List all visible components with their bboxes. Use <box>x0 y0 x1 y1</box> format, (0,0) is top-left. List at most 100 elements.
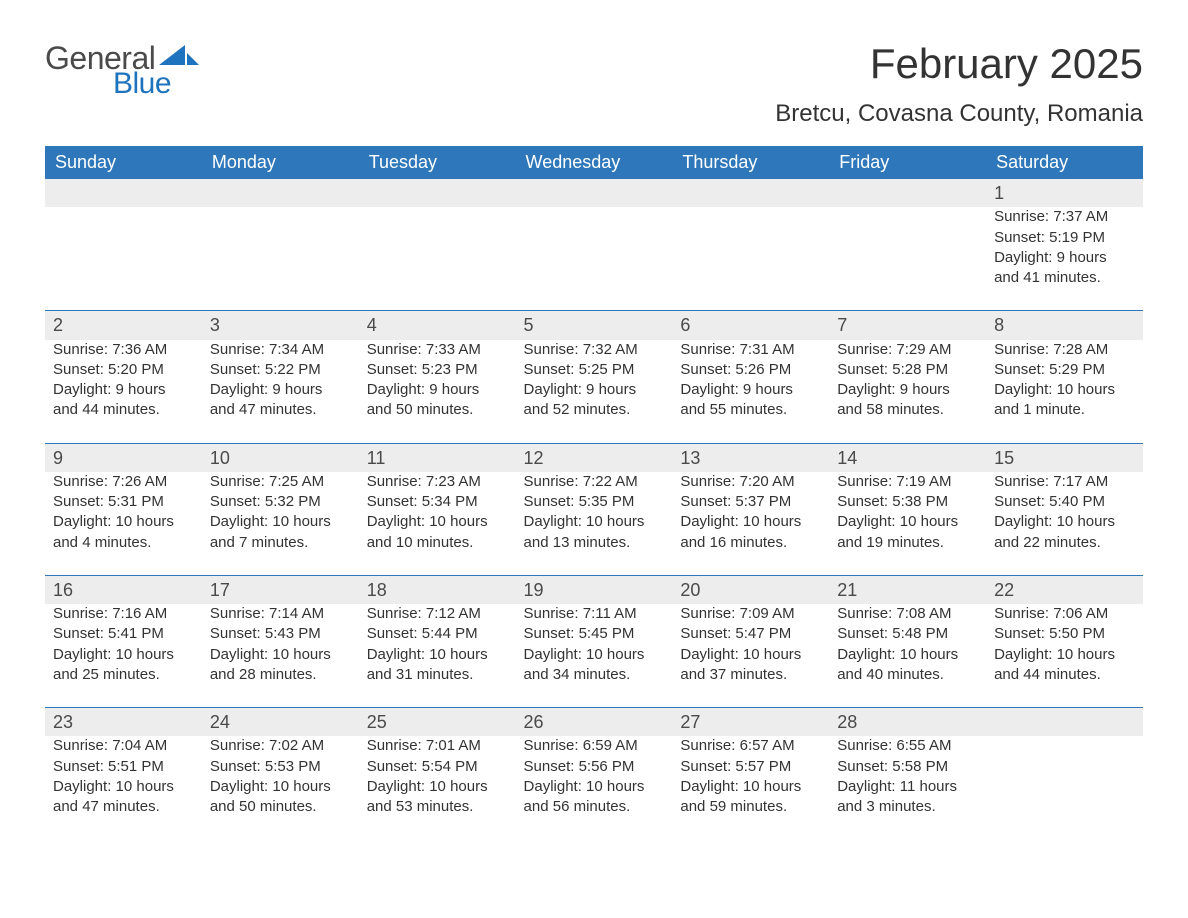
sunrise-text: Sunrise: 7:36 AM <box>53 340 194 360</box>
day-cell <box>672 207 829 311</box>
sunrise-text: Sunrise: 7:22 AM <box>524 472 665 492</box>
daylight2-text: and 1 minute. <box>994 400 1135 420</box>
sunrise-text: Sunrise: 6:59 AM <box>524 736 665 756</box>
sunrise-text: Sunrise: 7:25 AM <box>210 472 351 492</box>
daylight2-text: and 44 minutes. <box>994 665 1135 685</box>
daylight1-text: Daylight: 10 hours <box>994 380 1135 400</box>
day-cell: Sunrise: 7:06 AMSunset: 5:50 PMDaylight:… <box>986 604 1143 708</box>
daylight1-text: Daylight: 10 hours <box>837 645 978 665</box>
calendar-header-row: SundayMondayTuesdayWednesdayThursdayFrid… <box>45 146 1143 179</box>
daylight2-text: and 44 minutes. <box>53 400 194 420</box>
sunrise-text: Sunrise: 7:16 AM <box>53 604 194 624</box>
day-number-cell <box>202 179 359 207</box>
daylight1-text: Daylight: 10 hours <box>53 777 194 797</box>
day-cell: Sunrise: 7:20 AMSunset: 5:37 PMDaylight:… <box>672 472 829 576</box>
day-cell: Sunrise: 7:01 AMSunset: 5:54 PMDaylight:… <box>359 736 516 839</box>
day-number-cell: 2 <box>45 311 202 340</box>
day-number-cell <box>829 179 986 207</box>
day-number-cell: 8 <box>986 311 1143 340</box>
daylight1-text: Daylight: 10 hours <box>837 512 978 532</box>
day-number-cell: 16 <box>45 575 202 604</box>
daylight1-text: Daylight: 10 hours <box>680 512 821 532</box>
day-cell <box>516 207 673 311</box>
daylight2-text: and 10 minutes. <box>367 533 508 553</box>
day-cell: Sunrise: 7:09 AMSunset: 5:47 PMDaylight:… <box>672 604 829 708</box>
day-cell <box>986 736 1143 839</box>
daylight2-text: and 53 minutes. <box>367 797 508 817</box>
day-cell: Sunrise: 7:17 AMSunset: 5:40 PMDaylight:… <box>986 472 1143 576</box>
daylight2-text: and 47 minutes. <box>53 797 194 817</box>
weekday-header: Saturday <box>986 146 1143 179</box>
daylight2-text: and 55 minutes. <box>680 400 821 420</box>
day-cell: Sunrise: 7:31 AMSunset: 5:26 PMDaylight:… <box>672 340 829 444</box>
sunset-text: Sunset: 5:44 PM <box>367 624 508 644</box>
day-cell: Sunrise: 7:36 AMSunset: 5:20 PMDaylight:… <box>45 340 202 444</box>
sunset-text: Sunset: 5:28 PM <box>837 360 978 380</box>
page-header: General Blue February 2025 Bretcu, Covas… <box>45 40 1143 128</box>
sunset-text: Sunset: 5:48 PM <box>837 624 978 644</box>
sunrise-text: Sunrise: 7:02 AM <box>210 736 351 756</box>
sunset-text: Sunset: 5:43 PM <box>210 624 351 644</box>
daylight2-text: and 7 minutes. <box>210 533 351 553</box>
day-number-cell: 4 <box>359 311 516 340</box>
daylight1-text: Daylight: 9 hours <box>53 380 194 400</box>
daylight1-text: Daylight: 11 hours <box>837 777 978 797</box>
day-cell: Sunrise: 6:57 AMSunset: 5:57 PMDaylight:… <box>672 736 829 839</box>
month-title: February 2025 <box>775 40 1143 88</box>
sunset-text: Sunset: 5:50 PM <box>994 624 1135 644</box>
day-cell: Sunrise: 6:55 AMSunset: 5:58 PMDaylight:… <box>829 736 986 839</box>
sunset-text: Sunset: 5:20 PM <box>53 360 194 380</box>
sunrise-text: Sunrise: 7:04 AM <box>53 736 194 756</box>
daylight2-text: and 16 minutes. <box>680 533 821 553</box>
sunset-text: Sunset: 5:32 PM <box>210 492 351 512</box>
daylight1-text: Daylight: 10 hours <box>367 512 508 532</box>
daylight2-text: and 59 minutes. <box>680 797 821 817</box>
sunset-text: Sunset: 5:53 PM <box>210 757 351 777</box>
day-cell: Sunrise: 7:11 AMSunset: 5:45 PMDaylight:… <box>516 604 673 708</box>
daylight2-text: and 47 minutes. <box>210 400 351 420</box>
daylight1-text: Daylight: 10 hours <box>680 645 821 665</box>
sunrise-text: Sunrise: 7:08 AM <box>837 604 978 624</box>
daylight2-text: and 40 minutes. <box>837 665 978 685</box>
weekday-header: Tuesday <box>359 146 516 179</box>
daylight2-text: and 58 minutes. <box>837 400 978 420</box>
sunset-text: Sunset: 5:25 PM <box>524 360 665 380</box>
day-cell: Sunrise: 7:02 AMSunset: 5:53 PMDaylight:… <box>202 736 359 839</box>
calendar-body: 1Sunrise: 7:37 AMSunset: 5:19 PMDaylight… <box>45 179 1143 839</box>
daylight2-text: and 52 minutes. <box>524 400 665 420</box>
weekday-header: Sunday <box>45 146 202 179</box>
day-cell: Sunrise: 7:08 AMSunset: 5:48 PMDaylight:… <box>829 604 986 708</box>
daylight1-text: Daylight: 10 hours <box>994 645 1135 665</box>
title-block: February 2025 Bretcu, Covasna County, Ro… <box>775 40 1143 128</box>
daylight2-text: and 50 minutes. <box>210 797 351 817</box>
day-number-cell: 13 <box>672 443 829 472</box>
daylight1-text: Daylight: 10 hours <box>210 512 351 532</box>
day-number-row: 9101112131415 <box>45 443 1143 472</box>
daylight1-text: Daylight: 10 hours <box>524 512 665 532</box>
sunrise-text: Sunrise: 7:34 AM <box>210 340 351 360</box>
day-cell: Sunrise: 7:16 AMSunset: 5:41 PMDaylight:… <box>45 604 202 708</box>
daylight1-text: Daylight: 9 hours <box>210 380 351 400</box>
day-number-row: 16171819202122 <box>45 575 1143 604</box>
daylight2-text: and 41 minutes. <box>994 268 1135 288</box>
day-number-cell: 9 <box>45 443 202 472</box>
day-cell: Sunrise: 7:37 AMSunset: 5:19 PMDaylight:… <box>986 207 1143 311</box>
daylight1-text: Daylight: 9 hours <box>837 380 978 400</box>
sunset-text: Sunset: 5:29 PM <box>994 360 1135 380</box>
daylight2-text: and 13 minutes. <box>524 533 665 553</box>
sunset-text: Sunset: 5:31 PM <box>53 492 194 512</box>
weekday-header: Monday <box>202 146 359 179</box>
day-cell: Sunrise: 7:19 AMSunset: 5:38 PMDaylight:… <box>829 472 986 576</box>
location-subtitle: Bretcu, Covasna County, Romania <box>775 100 1143 128</box>
sunrise-text: Sunrise: 7:23 AM <box>367 472 508 492</box>
day-cell: Sunrise: 6:59 AMSunset: 5:56 PMDaylight:… <box>516 736 673 839</box>
sunrise-text: Sunrise: 7:28 AM <box>994 340 1135 360</box>
daylight1-text: Daylight: 10 hours <box>680 777 821 797</box>
day-content-row: Sunrise: 7:04 AMSunset: 5:51 PMDaylight:… <box>45 736 1143 839</box>
logo: General Blue <box>45 40 201 101</box>
daylight2-text: and 34 minutes. <box>524 665 665 685</box>
daylight1-text: Daylight: 10 hours <box>994 512 1135 532</box>
day-cell <box>829 207 986 311</box>
day-number-row: 1 <box>45 179 1143 207</box>
sunset-text: Sunset: 5:19 PM <box>994 228 1135 248</box>
